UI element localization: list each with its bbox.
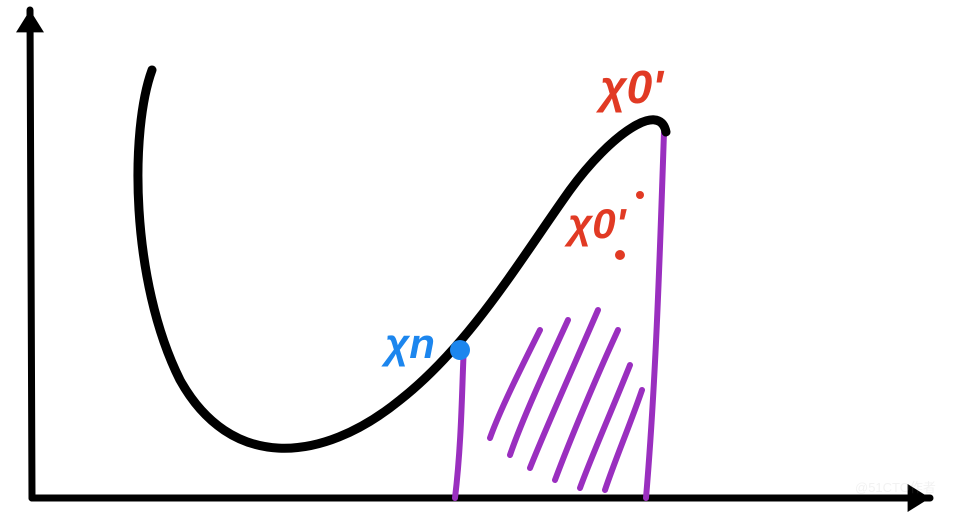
region-left-boundary	[455, 346, 464, 498]
red-dot	[615, 250, 625, 260]
function-curve	[138, 70, 666, 448]
diagram-svg	[0, 0, 953, 523]
region-hatch	[580, 365, 630, 488]
y-axis-arrow	[16, 10, 44, 32]
region-hatch	[555, 330, 618, 480]
point-xn	[450, 340, 470, 360]
red-dot	[636, 191, 644, 199]
region-hatch	[490, 330, 540, 438]
region-hatch	[510, 320, 568, 455]
region-right-boundary	[646, 132, 664, 498]
watermark: @51CTO作者	[855, 477, 936, 496]
y-axis	[30, 10, 32, 498]
